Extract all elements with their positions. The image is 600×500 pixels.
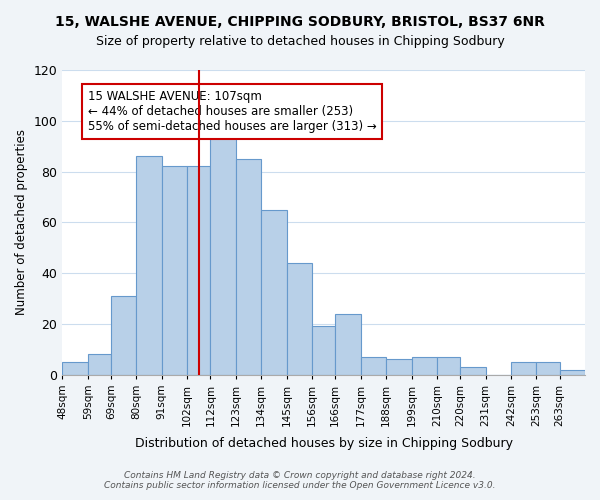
X-axis label: Distribution of detached houses by size in Chipping Sodbury: Distribution of detached houses by size … — [134, 437, 512, 450]
Bar — [511, 362, 536, 374]
Bar — [536, 362, 560, 374]
Text: Contains HM Land Registry data © Crown copyright and database right 2024.
Contai: Contains HM Land Registry data © Crown c… — [104, 470, 496, 490]
Bar — [236, 159, 261, 374]
Y-axis label: Number of detached properties: Number of detached properties — [15, 130, 28, 316]
Bar — [187, 166, 211, 374]
Bar — [62, 362, 88, 374]
Bar — [560, 370, 585, 374]
Bar — [361, 357, 386, 374]
Bar — [386, 360, 412, 374]
Text: 15 WALSHE AVENUE: 107sqm
← 44% of detached houses are smaller (253)
55% of semi-: 15 WALSHE AVENUE: 107sqm ← 44% of detach… — [88, 90, 376, 134]
Bar — [412, 357, 437, 374]
Text: Size of property relative to detached houses in Chipping Sodbury: Size of property relative to detached ho… — [95, 35, 505, 48]
Bar — [211, 124, 236, 374]
Bar — [335, 314, 361, 374]
Bar — [460, 367, 485, 374]
Bar — [111, 296, 136, 374]
Bar — [162, 166, 187, 374]
Bar — [287, 263, 312, 374]
Text: 15, WALSHE AVENUE, CHIPPING SODBURY, BRISTOL, BS37 6NR: 15, WALSHE AVENUE, CHIPPING SODBURY, BRI… — [55, 15, 545, 29]
Bar — [261, 210, 287, 374]
Bar — [437, 357, 460, 374]
Bar — [88, 354, 111, 374]
Bar — [136, 156, 162, 374]
Bar — [312, 326, 335, 374]
